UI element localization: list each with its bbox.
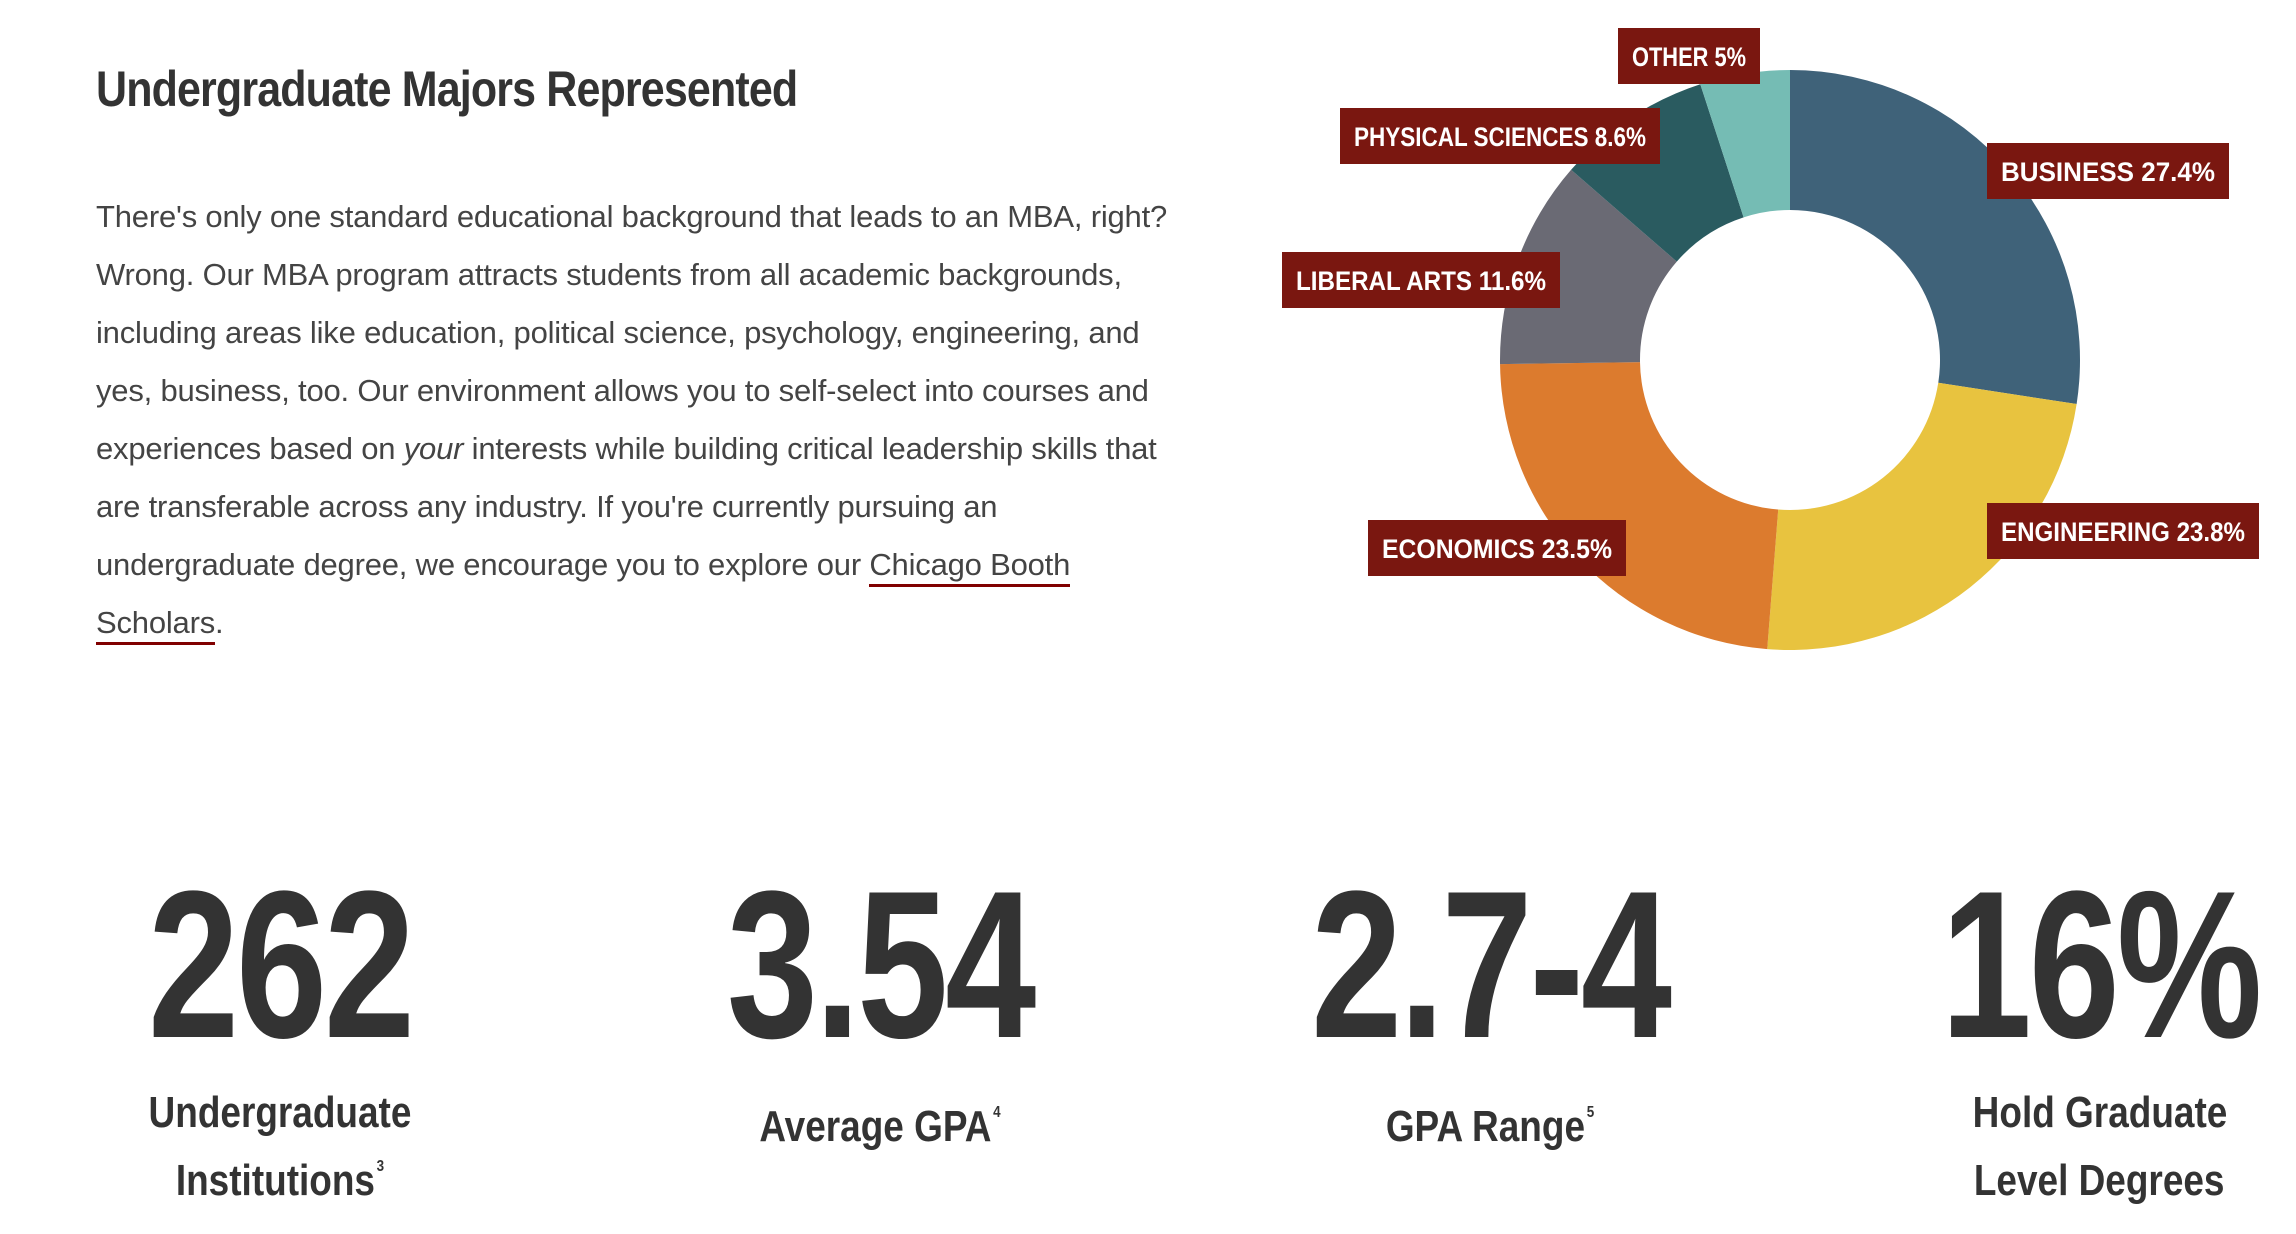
donut-slice [1790,70,2080,405]
slice-label-text: BUSINESS 27.4% [2001,157,2215,187]
slice-label-box [1368,520,1626,576]
stat-value: 262 [148,847,415,1082]
stat-label-text: GPA Range [1385,1102,1586,1151]
intro-paragraph: There's only one standard educational ba… [96,188,1176,652]
stat-label-text: Hold Graduate Level Degrees [1972,1088,2228,1205]
stat-graduate-degrees: 16% Hold Graduate Level Degrees [1850,860,2296,1208]
slice-label-text: OTHER 5% [1632,42,1746,72]
donut-slice [1571,84,1744,262]
stats-row: 262 Undergraduate Institutions 3 3.54 Ave… [0,860,2296,1220]
slice-label-text: PHYSICAL SCIENCES 8.6% [1354,122,1646,152]
slice-label-text: ECONOMICS 23.5% [1382,534,1612,564]
donut-slice [1767,382,2077,650]
majors-donut-chart: BUSINESS 27.4% ENGINEERING 23.8% ECONOMICS… [1282,28,2259,650]
footnote-marker: 5 [1586,1104,1595,1121]
slice-label-text: ENGINEERING 23.8% [2001,517,2245,547]
intro-section: Undergraduate Majors Represented There's… [96,60,1176,652]
slice-label-box [1987,503,2259,559]
chicago-booth-scholars-link[interactable]: Chicago Booth Scholars [96,547,1070,645]
intro-text-end: . [215,605,224,640]
slice-label: ECONOMICS 23.5% [1368,520,1626,576]
slice-label-box [1618,28,1760,84]
stat-value: 2.7-4 [1311,847,1672,1082]
stat-label: Average GPA 4 [670,1086,1090,1154]
slice-label-box [1987,143,2229,199]
footnote-marker: 4 [993,1104,1001,1121]
slice-label: LIBERAL ARTS 11.6% [1282,252,1560,308]
slice-label-box [1340,108,1660,164]
stat-label: Undergraduate Institutions 3 [70,1086,490,1208]
section-title: Undergraduate Majors Represented [96,61,798,117]
slice-label-box [1282,252,1560,308]
footnote-marker: 3 [376,1158,385,1175]
donut-slice [1700,70,1790,218]
donut-slice [1500,169,1677,365]
stat-value: 16% [1940,847,2263,1082]
stat-label-text: Undergraduate Institutions [148,1088,412,1205]
intro-text-part-2: interests while building critical leader… [96,431,1157,582]
slice-label-text: LIBERAL ARTS 11.6% [1296,266,1546,296]
stat-label: Hold Graduate Level Degrees [1932,1086,2268,1208]
stat-label: GPA Range 5 [1280,1086,1700,1154]
stat-gpa-range: 2.7-4 GPA Range 5 [1240,860,1740,1154]
intro-italic-word: your [403,431,464,466]
slice-label: PHYSICAL SCIENCES 8.6% [1340,108,1660,164]
stat-label-text: Average GPA [759,1102,992,1151]
intro-text-part-1: There's only one standard educational ba… [96,199,1168,466]
slice-label: ENGINEERING 23.8% [1987,503,2259,559]
stat-undergraduate-institutions: 262 Undergraduate Institutions 3 [30,860,530,1208]
donut-slice [1500,362,1779,650]
stat-value: 3.54 [726,847,1036,1082]
stat-average-gpa: 3.54 Average GPA 4 [630,860,1130,1154]
slice-label: BUSINESS 27.4% [1987,143,2229,199]
slice-label: OTHER 5% [1618,28,1760,84]
